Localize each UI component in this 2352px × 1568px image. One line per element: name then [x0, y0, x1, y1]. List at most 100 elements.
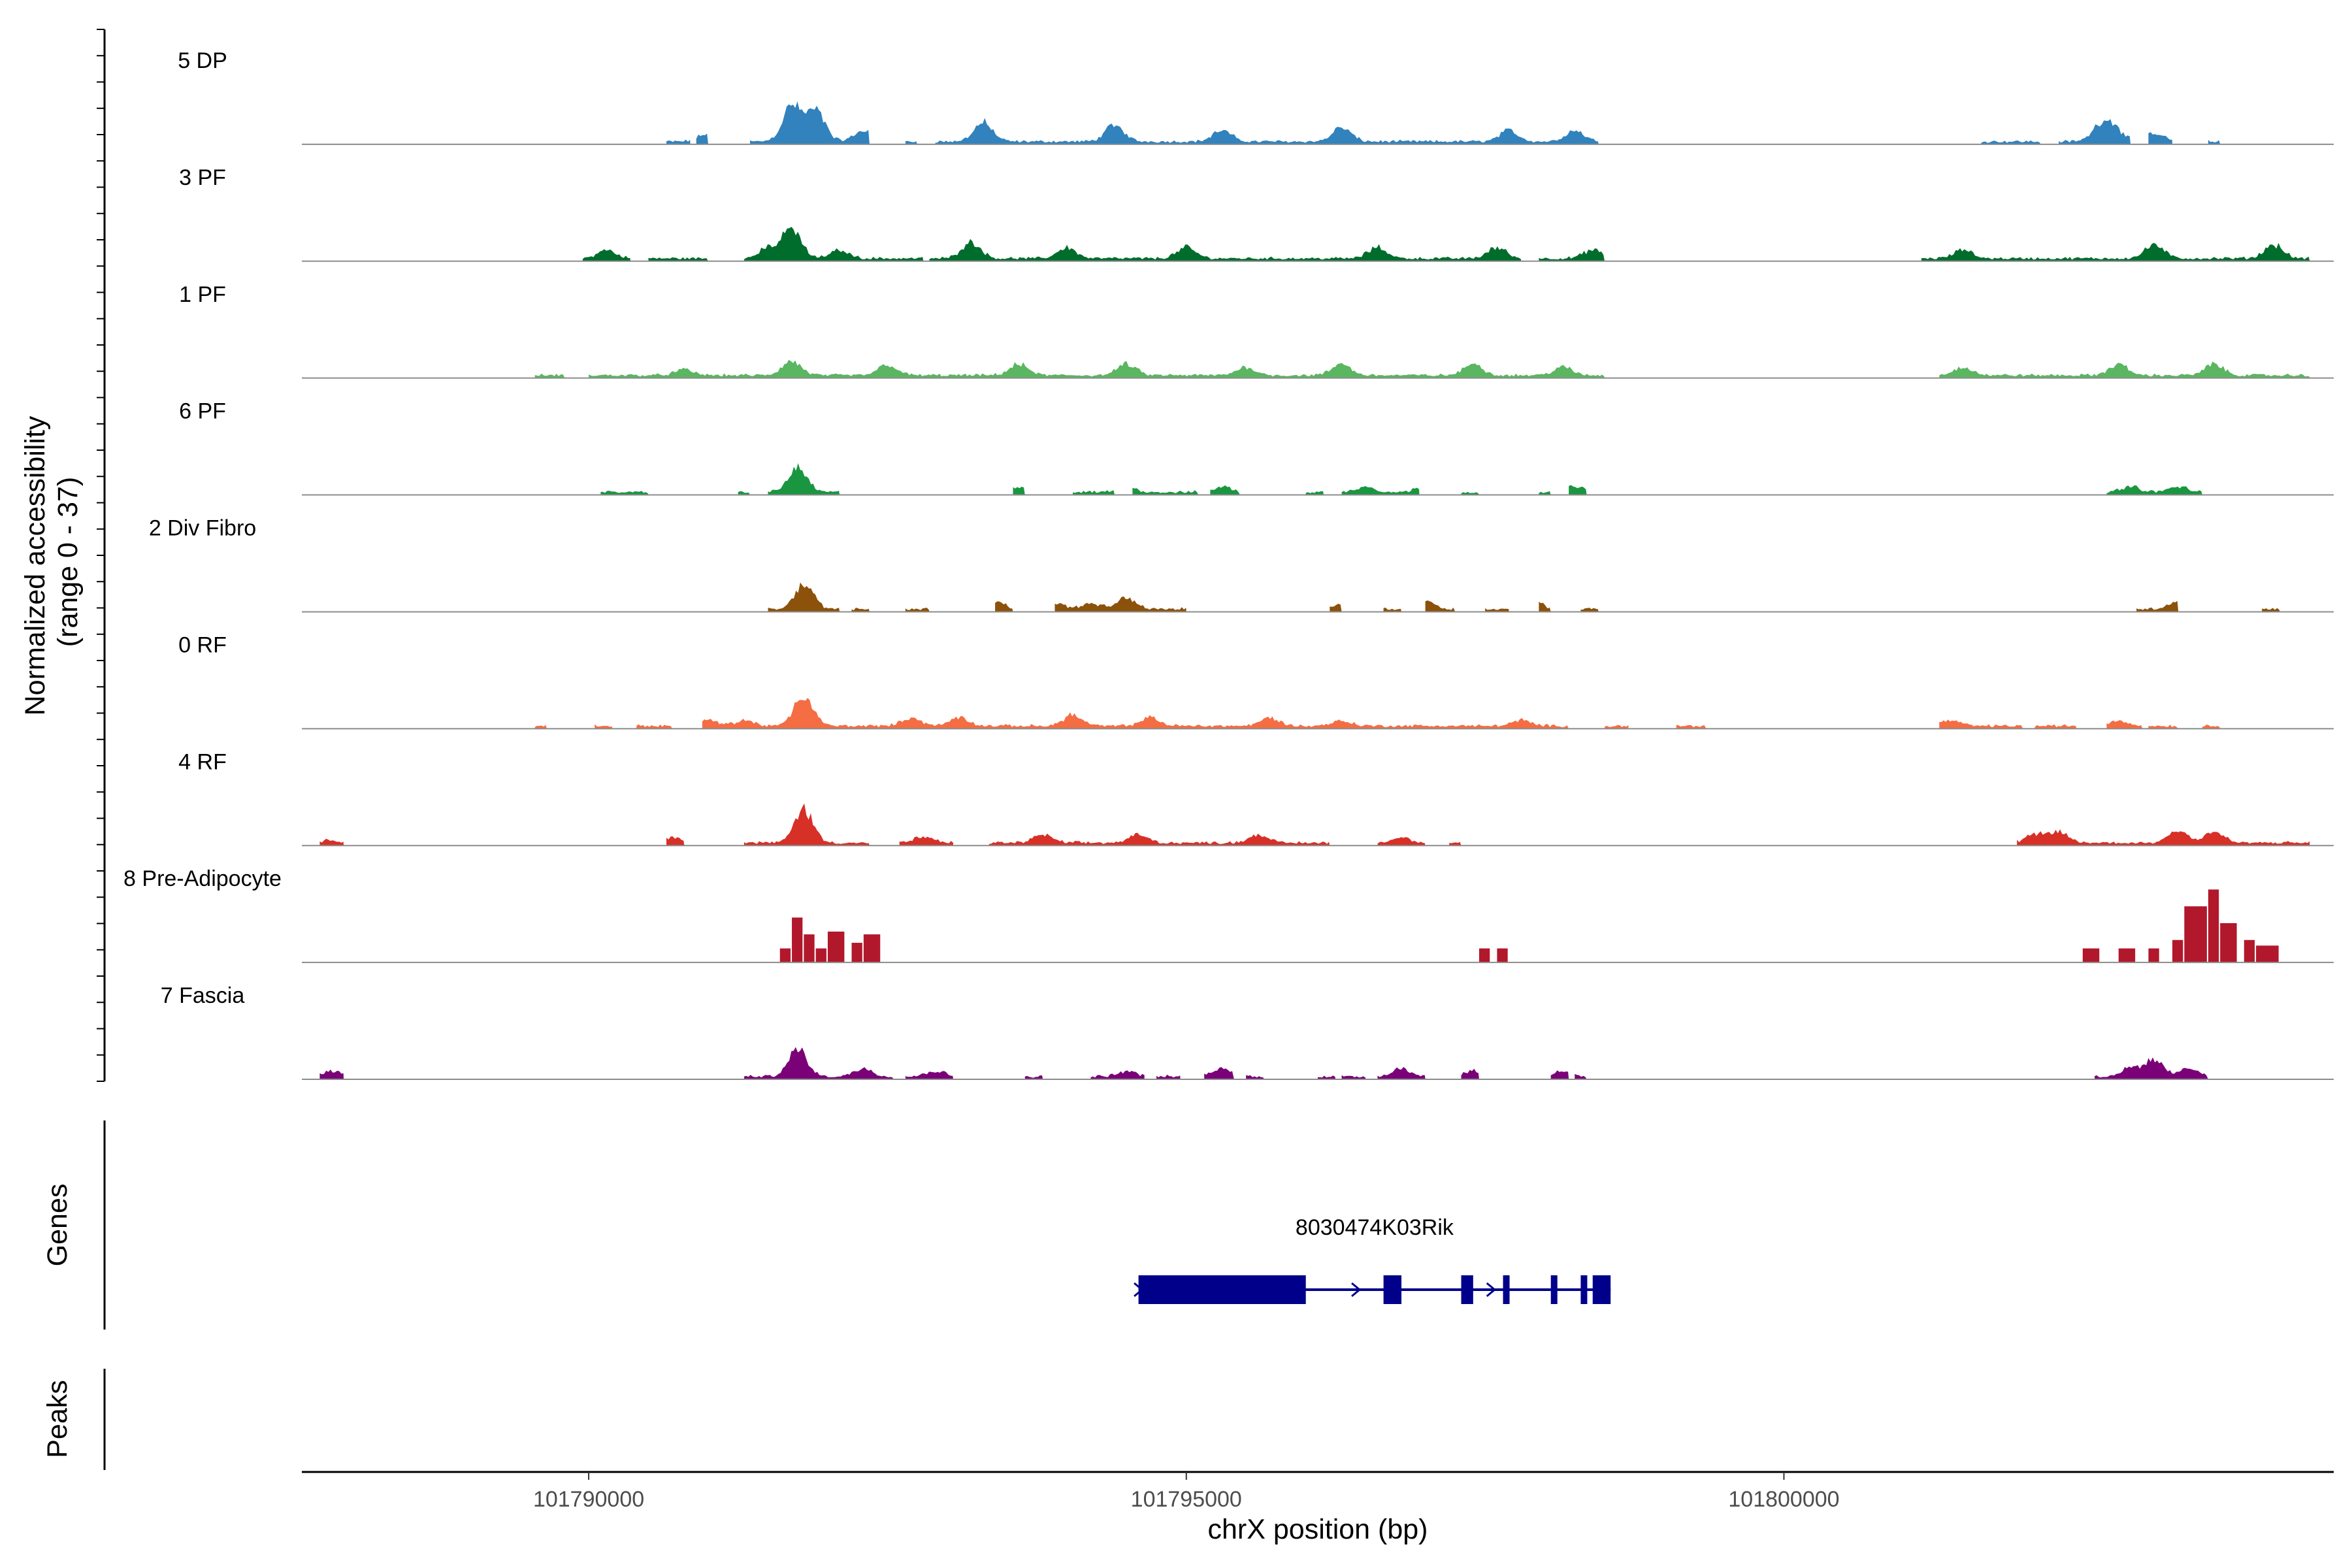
coverage-area: [2106, 485, 2202, 495]
gene-track: 8030474K03Rik: [1134, 1215, 1611, 1304]
track-8-pre-adipocyte: 8 Pre-Adipocyte: [123, 866, 2334, 964]
coverage-bar: [2118, 948, 2136, 963]
y-axis-ticks: [97, 29, 105, 1082]
coverage-tracks: 5 DP 3 PF 1 PF 6 PF 2 Div Fibro 0 RF 4 RF 8 Pre…: [123, 48, 2334, 1080]
coverage-area: [666, 139, 691, 144]
track-label-6-pf: 6 PF: [179, 399, 226, 424]
track-4-rf: 4 RF: [178, 749, 2334, 847]
coverage-area: [582, 249, 631, 261]
coverage-bar: [2184, 906, 2207, 963]
peaks-track-title: Peaks: [42, 1380, 73, 1458]
coverage-area: [1676, 725, 1707, 729]
coverage-area: [1377, 837, 1426, 846]
coverage-bar: [2256, 945, 2279, 963]
y-axis-title: Normalized accessibility (range 0 - 37): [20, 408, 84, 716]
coverage-area: [1330, 604, 1342, 612]
coverage-area: [905, 1071, 953, 1079]
coverage-bar: [2220, 923, 2237, 963]
coverage-area: [1090, 1070, 1145, 1079]
coverage-area: [636, 724, 673, 729]
coverage-area: [743, 803, 870, 846]
coverage-bar: [815, 948, 826, 963]
track-label-3-pf: 3 PF: [179, 165, 226, 190]
coverage-area: [1246, 1075, 1264, 1079]
coverage-area: [1569, 485, 1587, 495]
coverage-area: [1539, 248, 1605, 261]
coverage-area: [1575, 1073, 1587, 1079]
coverage-area: [1013, 487, 1025, 495]
coverage-area: [1132, 487, 1199, 495]
gene-name: 8030474K03Rik: [1296, 1215, 1454, 1240]
strand-arrow: [1351, 1282, 1362, 1298]
coverage-area: [1377, 1067, 1426, 1079]
coverage-area: [1341, 486, 1420, 495]
coverage-area: [1156, 1074, 1181, 1079]
track-7-fascia: 7 Fascia: [161, 983, 2334, 1080]
coverage-area: [750, 101, 870, 144]
coverage-area: [2034, 724, 2077, 729]
coverage-area: [1939, 719, 2023, 729]
coverage-area: [905, 140, 918, 144]
track-1-pf: 1 PF: [179, 282, 2334, 379]
track-5-dp: 5 DP: [178, 48, 2334, 145]
coverage-area: [929, 238, 1521, 261]
coverage-bar: [2148, 948, 2159, 963]
coverage-area: [534, 373, 565, 378]
gene-exon: [1461, 1275, 1473, 1304]
genes-track-title: Genes: [42, 1184, 73, 1267]
coverage-area: [1939, 361, 2310, 378]
coverage-area: [648, 257, 708, 261]
coverage-area: [1054, 596, 1186, 612]
x-tick-label: 101790000: [533, 1487, 644, 1512]
coverage-area: [768, 582, 840, 612]
x-axis-title: chrX position (bp): [1208, 1514, 1428, 1545]
coverage-area: [2148, 725, 2179, 729]
coverage-area: [1383, 608, 1402, 612]
coverage-area: [1210, 485, 1241, 495]
track-label-7-fascia: 7 Fascia: [161, 983, 245, 1008]
coverage-area: [2095, 1057, 2208, 1079]
coverage-bar: [1497, 948, 1508, 963]
coverage-area: [2059, 119, 2131, 144]
coverage-area: [905, 608, 930, 612]
track-label-0-rf: 0 RF: [178, 632, 227, 657]
coverage-area: [1539, 602, 1551, 612]
coverage-area: [1981, 140, 2041, 144]
track-label-2-div-fibro: 2 Div Fibro: [149, 516, 256, 541]
coverage-bar: [804, 934, 815, 963]
coverage-area: [1305, 491, 1324, 495]
coverage-area: [1204, 1067, 1234, 1079]
coverage-area: [743, 1047, 894, 1079]
coverage-area: [2208, 140, 2221, 144]
coverage-bar: [863, 934, 881, 963]
coverage-area: [1921, 242, 2310, 261]
coverage-area: [995, 601, 1013, 612]
coverage-area: [899, 836, 953, 846]
coverage-area: [988, 832, 1330, 846]
coverage-area: [1539, 491, 1551, 495]
gene-exon: [1592, 1275, 1611, 1304]
coverage-area: [738, 491, 750, 495]
coverage-bar: [2244, 939, 2255, 963]
track-label-1-pf: 1 PF: [179, 282, 226, 307]
coverage-area: [1550, 1070, 1569, 1079]
coverage-area: [1461, 491, 1479, 495]
coverage-bar: [2208, 889, 2219, 963]
track-6-pf: 6 PF: [179, 399, 2334, 496]
gene-exon: [1580, 1275, 1588, 1304]
gene-exon: [1383, 1275, 1402, 1304]
coverage-area: [319, 838, 344, 846]
coverage-bar: [851, 943, 862, 963]
coverage-area: [666, 836, 685, 846]
track-3-pf: 3 PF: [179, 165, 2334, 262]
gene-exon: [1138, 1275, 1306, 1304]
coverage-area: [1318, 1075, 1336, 1079]
coverage-area: [768, 463, 840, 495]
coverage-area: [1449, 841, 1462, 846]
coverage-area: [1024, 1075, 1043, 1079]
coverage-area: [1461, 1068, 1479, 1079]
coverage-area: [589, 359, 1605, 378]
coverage-area: [2148, 132, 2172, 144]
x-axis-ticks: 101790000 101795000 101800000: [533, 1472, 1840, 1512]
